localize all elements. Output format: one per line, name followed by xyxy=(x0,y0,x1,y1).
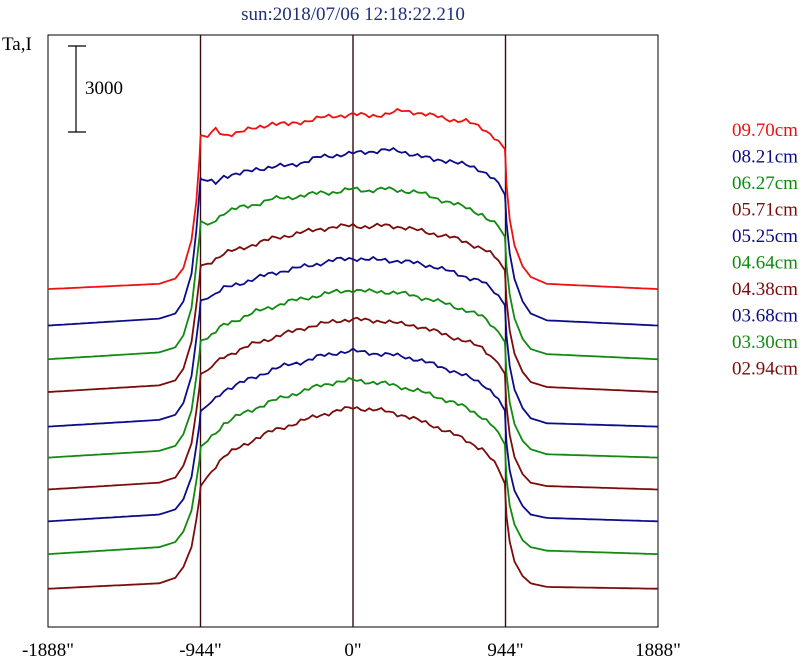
series-line-04-64cm xyxy=(47,288,659,459)
series-line-09-70cm xyxy=(47,107,659,290)
series-line-03-68cm xyxy=(47,347,659,523)
legend-entry-7: 03.68cm xyxy=(732,306,798,327)
legend-entry-6: 04.38cm xyxy=(732,279,798,300)
legend-entry-8: 03.30cm xyxy=(732,332,798,353)
legend-entry-9: 02.94cm xyxy=(732,359,798,380)
vertical-markers xyxy=(199,35,507,627)
x-tick-label-1: -944" xyxy=(179,640,222,661)
x-tick-labels: -1888" -944" 0" 944" 1888" xyxy=(22,640,681,661)
scale-bar-label: 3000 xyxy=(85,78,123,99)
series-line-08-21cm xyxy=(47,147,659,327)
x-tick-label-0: -1888" xyxy=(22,640,74,661)
legend-entry-1: 08.21cm xyxy=(732,147,798,168)
x-tick-label-2: 0" xyxy=(344,640,361,661)
x-tick-label-3: 944" xyxy=(487,640,523,661)
legend-entry-5: 04.64cm xyxy=(732,253,798,274)
series-line-03-30cm xyxy=(47,376,659,555)
legend-entry-0: 09.70cm xyxy=(732,120,798,141)
series-lines xyxy=(47,107,659,590)
x-tick-label-4: 1888" xyxy=(635,640,681,661)
legend-entry-4: 05.25cm xyxy=(732,226,798,247)
legend-entry-2: 06.27cm xyxy=(732,173,798,194)
series-line-05-71cm xyxy=(47,222,659,393)
series-line-05-25cm xyxy=(47,255,659,428)
legend: 09.70cm 08.21cm 06.27cm 05.71cm 05.25cm 04.64… xyxy=(732,120,798,380)
y-axis-label: Ta,I xyxy=(2,34,32,55)
legend-entry-3: 05.71cm xyxy=(732,200,798,221)
series-line-04-38cm xyxy=(47,316,659,491)
series-line-06-27cm xyxy=(47,186,659,361)
scale-bar: 3000 xyxy=(68,45,123,133)
series-line-02-94cm xyxy=(47,406,658,590)
chart-title: sun:2018/07/06 12:18:22.210 xyxy=(241,4,465,25)
